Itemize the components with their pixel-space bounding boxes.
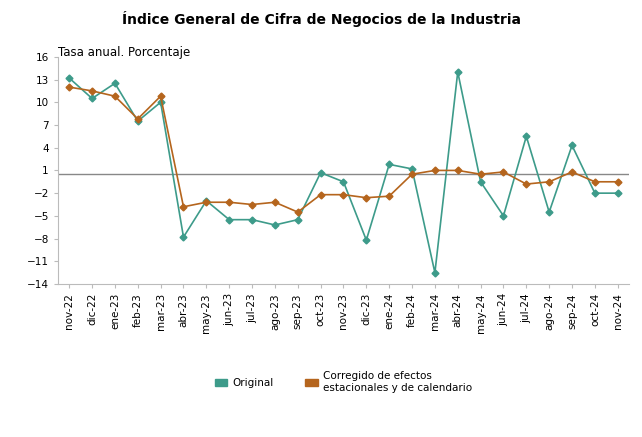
Text: Tasa anual. Porcentaje: Tasa anual. Porcentaje (58, 46, 190, 59)
Legend: Original, Corregido de efectos
estacionales y de calendario: Original, Corregido de efectos estaciona… (211, 367, 476, 397)
Text: Índice General de Cifra de Negocios de la Industria: Índice General de Cifra de Negocios de l… (121, 11, 521, 27)
